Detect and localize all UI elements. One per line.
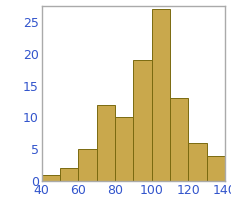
Bar bbox=[133, 60, 151, 181]
Bar bbox=[188, 143, 206, 181]
Bar bbox=[206, 156, 224, 181]
Bar bbox=[151, 9, 169, 181]
Bar bbox=[96, 105, 115, 181]
Bar bbox=[60, 168, 78, 181]
Bar bbox=[169, 98, 188, 181]
Bar bbox=[115, 118, 133, 181]
Bar bbox=[78, 149, 96, 181]
Bar bbox=[42, 175, 60, 181]
